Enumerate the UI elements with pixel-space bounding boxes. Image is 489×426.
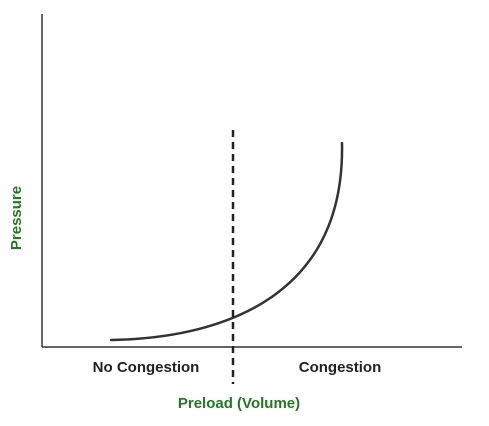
region-label-no-congestion: No Congestion	[93, 359, 200, 376]
y-axis-label: Pressure	[8, 186, 25, 250]
pressure-volume-curve	[109, 141, 344, 342]
region-label-congestion: Congestion	[299, 359, 382, 376]
x-axis-label: Preload (Volume)	[178, 395, 300, 412]
